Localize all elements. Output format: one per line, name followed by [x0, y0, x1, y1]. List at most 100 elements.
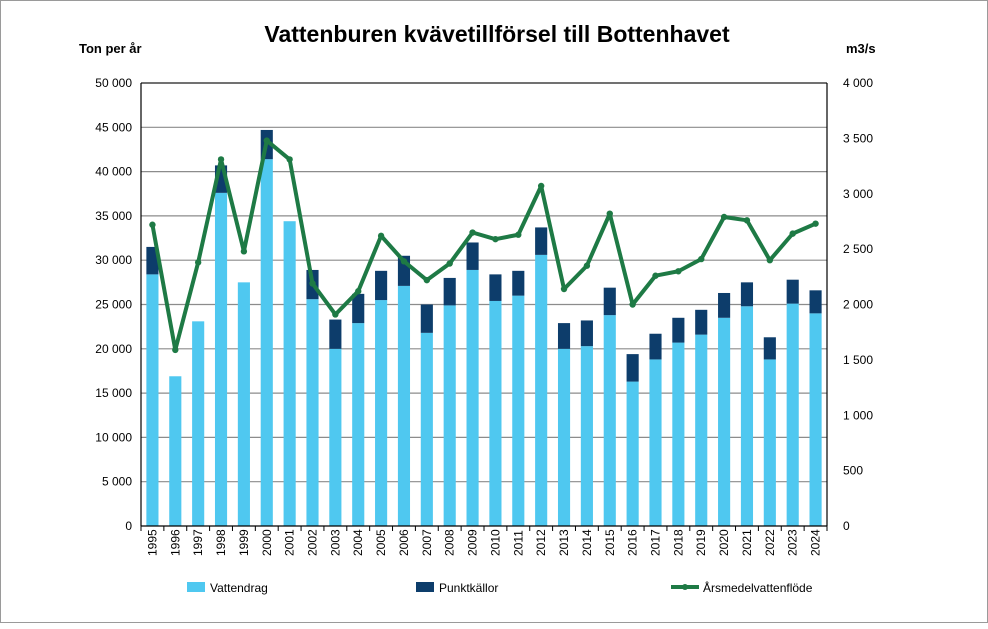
- x-tick-label: 2004: [351, 529, 365, 556]
- bar-punktkallor: [557, 323, 571, 349]
- bar-vattendrag: [489, 300, 502, 526]
- y2-tick-label: 0: [843, 519, 850, 533]
- x-tick-label: 2007: [420, 529, 434, 556]
- x-tick-label: 2011: [511, 530, 525, 556]
- line-point: [812, 220, 819, 227]
- line-arsmedelvattenflode: [150, 138, 817, 352]
- x-tick-label: 2024: [809, 529, 823, 556]
- x-tick-label: 1995: [145, 529, 159, 556]
- x-tick-label: 2014: [580, 529, 594, 556]
- bar-punktkallor: [329, 319, 342, 349]
- bar-vattendrag: [283, 221, 296, 526]
- x-tick-label: 1996: [168, 529, 182, 556]
- line-point: [286, 156, 293, 163]
- line-point: [377, 232, 385, 240]
- chart-title: Vattenburen kvävetillförsel till Bottenh…: [264, 21, 730, 47]
- x-tick-label: 2008: [443, 529, 457, 556]
- bar-vattendrag: [672, 342, 685, 526]
- y-tick-label: 30 000: [95, 253, 132, 267]
- x-tick-label: 2021: [740, 529, 754, 556]
- bar-punktkallor: [786, 279, 799, 304]
- bar-vattendrag: [375, 300, 388, 526]
- y-tick-label: 25 000: [95, 298, 132, 312]
- line-point: [675, 268, 682, 275]
- bar-vattendrag: [718, 317, 731, 526]
- legend-label: Vattendrag: [210, 581, 268, 595]
- bar-punktkallor: [512, 270, 525, 296]
- bar-vattendrag: [420, 332, 433, 526]
- bar-vattendrag: [397, 285, 411, 526]
- y-tick-label: 10 000: [95, 430, 132, 444]
- bar-vattendrag: [214, 192, 228, 526]
- bar-vattendrag: [740, 306, 754, 526]
- x-tick-label: 2023: [786, 529, 800, 556]
- x-tick-label: 2018: [671, 529, 685, 556]
- bar-punktkallor: [420, 304, 433, 333]
- bar-vattendrag: [466, 269, 479, 526]
- bar-vattendrag: [809, 313, 822, 526]
- x-tick-label: 1998: [214, 529, 228, 556]
- line-point: [149, 221, 156, 228]
- bar-vattendrag: [580, 346, 593, 526]
- y2-tick-label: 3 000: [843, 187, 873, 201]
- bar-vattendrag: [512, 295, 525, 526]
- bar-punktkallor: [695, 309, 708, 335]
- y-tick-label: 20 000: [95, 342, 132, 356]
- line-point: [698, 255, 705, 263]
- bar-punktkallor: [466, 242, 479, 270]
- x-tick-label: 2000: [260, 529, 274, 556]
- line-point: [492, 235, 499, 243]
- bar-punktkallor: [489, 274, 502, 301]
- legend-swatch-vattendrag: [187, 582, 205, 592]
- line-point: [629, 301, 636, 308]
- y2-tick-label: 1 500: [843, 353, 873, 367]
- bar-vattendrag: [626, 381, 639, 526]
- line-point: [537, 182, 545, 190]
- bar-vattendrag: [695, 334, 708, 526]
- x-tick-label: 2020: [717, 529, 731, 556]
- x-tick-label: 2003: [328, 529, 342, 556]
- bar-vattendrag: [237, 282, 250, 526]
- bar-punktkallor: [535, 227, 548, 255]
- bar-punktkallor: [352, 293, 365, 324]
- y2-tick-label: 4 000: [843, 76, 873, 90]
- line-point: [606, 210, 613, 217]
- bar-vattendrag: [260, 159, 273, 527]
- bar-punktkallor: [763, 337, 776, 360]
- y2-tick-label: 3 500: [843, 131, 873, 145]
- bar-punktkallor: [580, 320, 593, 347]
- line-point: [789, 230, 796, 237]
- bar-punktkallor: [603, 287, 616, 316]
- x-tick-label: 2005: [374, 529, 388, 556]
- line-point: [423, 276, 431, 284]
- y2-tick-label: 2 000: [843, 298, 873, 312]
- line-point: [560, 285, 568, 293]
- x-tick-label: 2010: [488, 529, 502, 556]
- line-point: [263, 137, 270, 144]
- line-point: [332, 311, 339, 318]
- legend-label: Årsmedelvattenflöde: [703, 580, 813, 595]
- x-tick-label: 2006: [397, 529, 411, 556]
- line-point: [355, 288, 362, 295]
- legend-label: Punktkällor: [439, 581, 498, 595]
- line-point: [217, 156, 225, 163]
- bar-vattendrag: [192, 321, 205, 526]
- line-point: [240, 248, 248, 255]
- y2-axis-label: m3/s: [846, 41, 876, 56]
- line-point: [743, 217, 751, 224]
- bar-vattendrag: [786, 303, 799, 526]
- legend-marker-flow: [682, 584, 688, 590]
- line-point: [720, 213, 728, 221]
- x-tick-label: 2013: [557, 529, 571, 556]
- y-tick-label: 40 000: [95, 165, 132, 179]
- bar-vattendrag: [306, 299, 319, 526]
- bar-vattendrag: [443, 305, 456, 526]
- bar-punktkallor: [146, 246, 159, 275]
- bar-punktkallor: [809, 290, 822, 314]
- y-tick-label: 0: [125, 519, 132, 533]
- line-point: [583, 262, 591, 269]
- x-tick-label: 2019: [694, 529, 708, 556]
- bar-vattendrag: [352, 323, 365, 526]
